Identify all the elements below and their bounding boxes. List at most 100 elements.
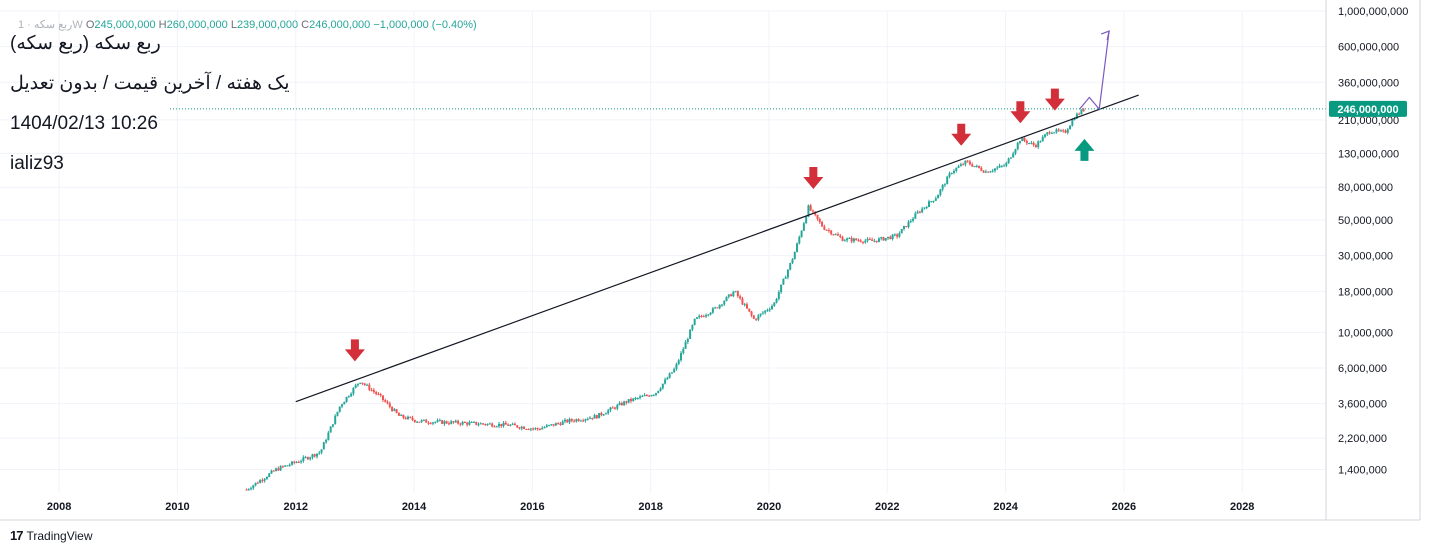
candle-body [395,409,398,413]
candle-body [254,482,257,486]
candle-body [625,401,628,403]
candle-body [525,428,528,430]
projection-path[interactable] [1079,30,1110,111]
candle-body [259,480,262,483]
candle-body [620,402,623,406]
candle-body [589,417,592,419]
candle-body [1071,119,1074,126]
y-tick-label: 1,000,000,000 [1338,6,1408,18]
candle-body [675,363,678,369]
candle-body [411,417,414,420]
candle-body [402,414,405,418]
candle-body [511,423,514,425]
candle-body [918,211,921,213]
brand-name: TradingView [26,528,93,543]
candle-body [306,457,309,460]
candle-body [912,218,915,221]
candle-body [1048,132,1051,134]
candle-body [609,407,612,411]
candle-body [923,207,926,209]
candle-body [771,305,774,310]
candle-body [950,172,953,174]
candle-body [1066,129,1069,133]
candle-body [318,452,321,454]
candle-body [268,473,271,478]
resistance-arrow-down-icon [1010,101,1031,124]
candle-body [695,317,698,319]
candle-body [907,221,910,228]
y-tick-label: 210,000,000 [1338,115,1399,127]
candle-body [302,457,305,462]
candle-body [468,422,471,425]
open-value: 245,000,000 [94,19,156,31]
candle-body [261,480,264,482]
marker-layer [344,88,1095,362]
candle-body [884,238,887,241]
candle-body [534,428,537,430]
candle-body [650,395,653,397]
candle-body [1019,141,1021,143]
candle-body [1073,118,1076,120]
candle-body [1037,141,1040,148]
candle-body [500,423,503,427]
candle-body [700,315,703,317]
candle-body [250,488,253,490]
candle-body [304,457,307,459]
y-tick-label: 18,000,000 [1338,286,1393,298]
candle-body [623,401,626,406]
candle-body [893,234,896,236]
candle-body [984,171,987,173]
candle-body [684,342,687,349]
candle-body [775,298,778,303]
candle-body [407,416,409,420]
candle-body [718,304,721,309]
candle-body [752,315,755,319]
candle-body [736,291,739,297]
candle-body [343,401,346,405]
low-value: 239,000,000 [236,19,299,31]
candle-body [377,393,380,395]
open-label: O [85,19,95,31]
resistance-trendline[interactable] [295,94,1139,403]
candle-body [846,238,849,241]
tradingview-logo[interactable]: 17 TradingView [10,528,93,543]
candle-body [629,399,632,402]
candle-body [959,164,962,167]
candle-body [336,411,339,416]
support-arrow-up-icon [1074,138,1095,161]
candle-body [723,301,726,305]
candle-body [559,423,562,425]
candle-body [325,440,328,443]
candle-body [839,235,842,238]
candle-body [277,468,280,471]
candle-body [732,292,735,297]
candle-body [1055,129,1058,133]
chart-title-block: ربع سکه (ربع سکه) یک هفته / آخرین قیمت /… [10,24,290,184]
candle-body [463,422,466,424]
candle-body [516,425,519,428]
high-value: 260,000,000 [166,19,228,31]
candle-body [909,220,912,222]
candle-body [777,292,780,299]
candle-body [538,429,541,431]
candle-body [832,234,835,236]
candle-body [1028,142,1031,144]
candle-body [495,426,498,428]
candle-body [693,318,696,325]
candle-body [486,423,489,425]
candle-body [393,409,396,411]
close-value: 246,000,000 [309,19,371,31]
candle-body [523,426,526,429]
candle-body [720,304,723,306]
candle-body [836,234,839,236]
candle-body [1021,137,1024,142]
candle-body [509,424,512,426]
candle-body [855,238,858,241]
candle-body [937,194,940,199]
candle-body [866,238,869,241]
candle-body [875,240,878,242]
candle-body [263,478,266,481]
candle-body [381,395,384,400]
